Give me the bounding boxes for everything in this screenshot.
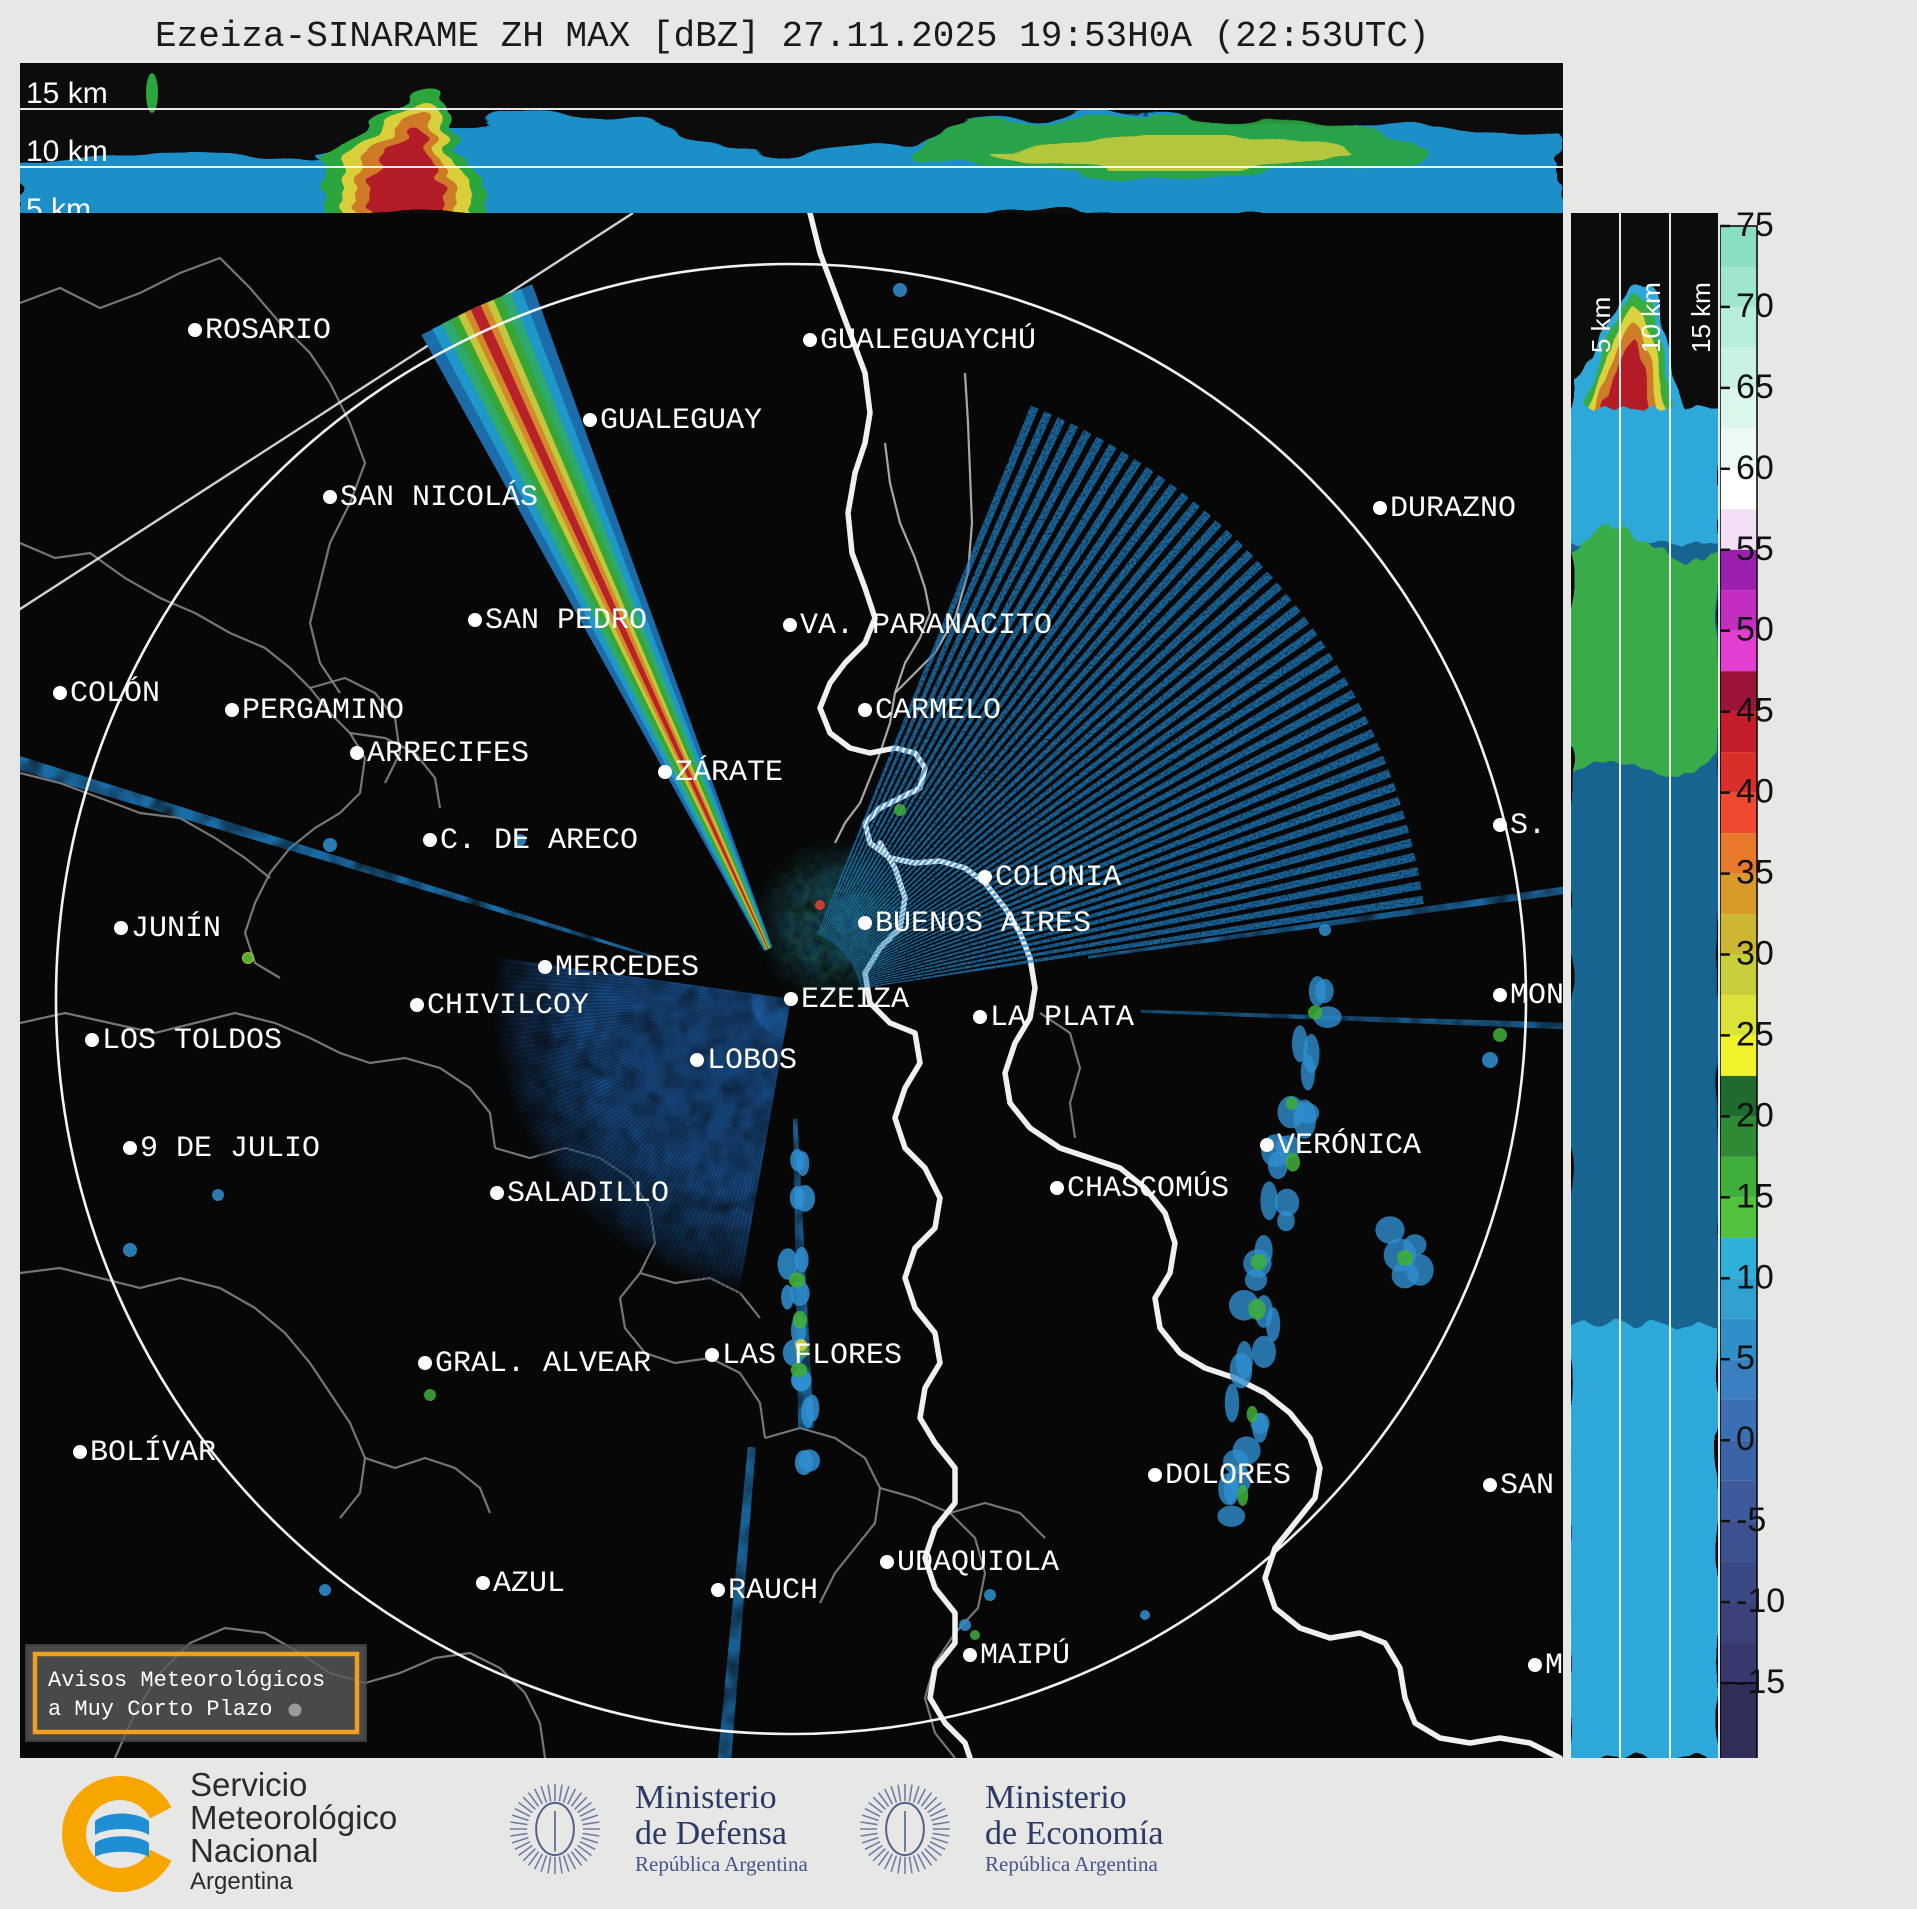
svg-text:Servicio: Servicio <box>190 1766 307 1803</box>
svg-text:S. J. DE MAYO: S. J. DE MAYO <box>1510 809 1563 843</box>
svg-text:LOS TOLDOS: LOS TOLDOS <box>102 1024 282 1058</box>
svg-text:-10: -10 <box>1736 1582 1785 1620</box>
svg-text:ZÁRATE: ZÁRATE <box>675 755 783 790</box>
svg-text:60: 60 <box>1736 449 1774 487</box>
svg-text:CHIVILCOY: CHIVILCOY <box>427 989 589 1023</box>
svg-text:10: 10 <box>1736 1258 1774 1296</box>
svg-text:AZUL: AZUL <box>493 1567 565 1601</box>
svg-text:CHASCOMÚS: CHASCOMÚS <box>1067 1171 1229 1206</box>
svg-text:10 km: 10 km <box>1636 282 1666 353</box>
svg-text:DURAZNO: DURAZNO <box>1390 492 1516 526</box>
svg-text:VA. PARANACITO: VA. PARANACITO <box>800 609 1052 643</box>
svg-text:C. DE ARECO: C. DE ARECO <box>440 824 638 858</box>
svg-text:JUNÍN: JUNÍN <box>131 911 221 946</box>
svg-text:PERGAMINO: PERGAMINO <box>242 694 404 728</box>
svg-text:35: 35 <box>1736 854 1774 892</box>
svg-text:República Argentina: República Argentina <box>635 1852 808 1876</box>
svg-text:Argentina: Argentina <box>190 1868 293 1895</box>
svg-text:MERCEDES: MERCEDES <box>555 951 699 985</box>
svg-text:EZEIZA: EZEIZA <box>801 983 909 1017</box>
svg-text:15 km: 15 km <box>1686 282 1716 353</box>
svg-text:9 DE JULIO: 9 DE JULIO <box>140 1132 320 1166</box>
svg-text:BUENOS AIRES: BUENOS AIRES <box>875 907 1091 941</box>
svg-text:ARRECIFES: ARRECIFES <box>367 737 529 771</box>
svg-text:BOLÍVAR: BOLÍVAR <box>90 1435 216 1470</box>
svg-text:RAUCH: RAUCH <box>728 1574 818 1608</box>
svg-text:de Defensa: de Defensa <box>635 1815 787 1852</box>
svg-text:15 km: 15 km <box>26 77 108 110</box>
svg-text:10 km: 10 km <box>26 135 108 168</box>
svg-text:50: 50 <box>1736 611 1774 649</box>
svg-text:SAN PEDRO: SAN PEDRO <box>485 604 647 638</box>
svg-text:55: 55 <box>1736 530 1774 568</box>
svg-text:COLONIA: COLONIA <box>995 861 1121 895</box>
svg-text:UDAQUIOLA: UDAQUIOLA <box>897 1546 1059 1580</box>
svg-text:Avisos Meteorológicos: Avisos Meteorológicos <box>48 1668 325 1693</box>
svg-text:GUALEGUAYCHÚ: GUALEGUAYCHÚ <box>820 323 1036 358</box>
svg-text:LAS FLORES: LAS FLORES <box>722 1339 902 1373</box>
svg-text:75: 75 <box>1736 206 1774 244</box>
svg-text:Meteorológico: Meteorológico <box>190 1799 397 1836</box>
svg-text:LOBOS: LOBOS <box>707 1044 797 1078</box>
svg-text:LA PLATA: LA PLATA <box>990 1001 1134 1035</box>
svg-text:MAIPÚ: MAIPÚ <box>980 1638 1070 1673</box>
svg-text:GUALEGUAY: GUALEGUAY <box>600 404 762 438</box>
svg-text:VERÓNICA: VERÓNICA <box>1277 1128 1421 1163</box>
svg-text:45: 45 <box>1736 692 1774 730</box>
svg-text:CARMELO: CARMELO <box>875 694 1001 728</box>
svg-text:25: 25 <box>1736 1015 1774 1053</box>
svg-text:SALADILLO: SALADILLO <box>507 1177 669 1211</box>
svg-text:ROSARIO: ROSARIO <box>205 314 331 348</box>
svg-text:30: 30 <box>1736 935 1774 973</box>
svg-text:SAN NICOLÁS: SAN NICOLÁS <box>340 480 538 515</box>
svg-text:65: 65 <box>1736 368 1774 406</box>
svg-text:-5: -5 <box>1736 1501 1766 1539</box>
svg-text:5: 5 <box>1736 1339 1755 1377</box>
svg-text:República Argentina: República Argentina <box>985 1852 1158 1876</box>
svg-text:20: 20 <box>1736 1096 1774 1134</box>
svg-text:40: 40 <box>1736 773 1774 811</box>
svg-text:a Muy Corto Plazo: a Muy Corto Plazo <box>48 1697 272 1722</box>
svg-text:70: 70 <box>1736 287 1774 325</box>
svg-text:Ministerio: Ministerio <box>635 1779 777 1816</box>
svg-text:15: 15 <box>1736 1177 1774 1215</box>
svg-text:5 km: 5 km <box>1586 297 1616 353</box>
svg-text:COLÓN: COLÓN <box>70 676 160 711</box>
svg-text:MONTEV: MONTEV <box>1510 979 1563 1013</box>
svg-text:0: 0 <box>1736 1420 1755 1458</box>
svg-text:de Economía: de Economía <box>985 1815 1163 1852</box>
svg-text:Ministerio: Ministerio <box>985 1779 1127 1816</box>
svg-text:-15: -15 <box>1736 1663 1785 1701</box>
svg-text:GRAL. ALVEAR: GRAL. ALVEAR <box>435 1347 651 1381</box>
svg-text:DOLORES: DOLORES <box>1165 1459 1291 1493</box>
svg-text:SAN C. DEL TUYÚ: SAN C. DEL TUYÚ <box>1500 1468 1563 1503</box>
svg-text:Nacional: Nacional <box>190 1832 318 1869</box>
svg-text:MAR DE AJÓ: MAR DE AJÓ <box>1545 1648 1563 1683</box>
